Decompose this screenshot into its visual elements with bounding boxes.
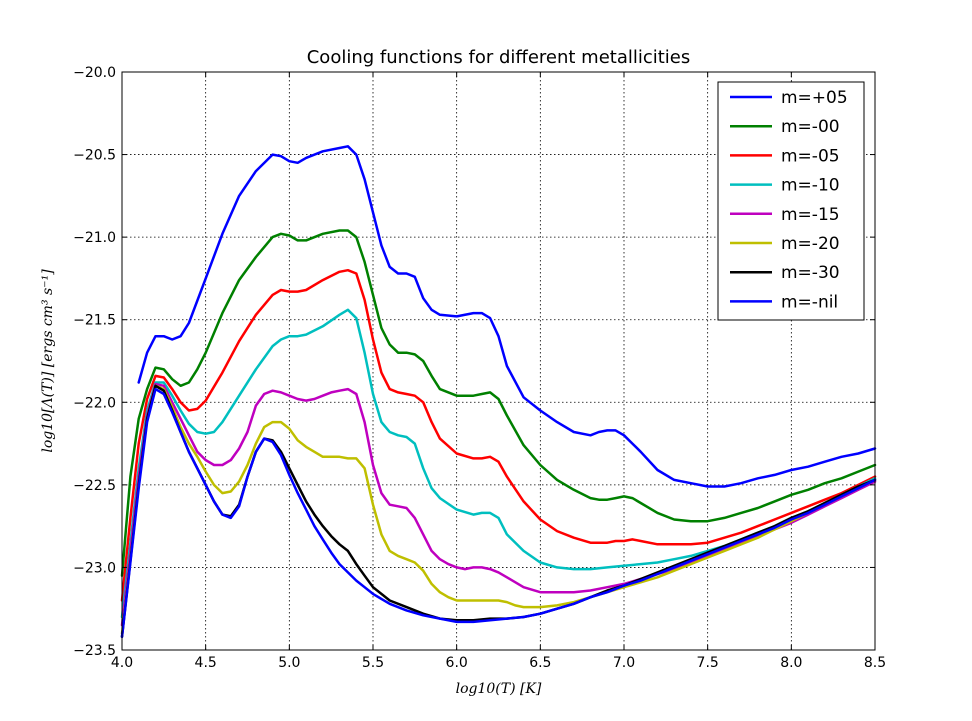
chart-title: Cooling functions for different metallic… <box>307 47 691 68</box>
grid <box>122 72 875 650</box>
series-line-m=+05 <box>137 145 877 488</box>
y-tick-label: −21.5 <box>73 313 116 329</box>
legend-label: m=-10 <box>781 176 840 196</box>
x-tick-label: 7.5 <box>697 655 719 671</box>
y-tick-label: −20.0 <box>73 65 116 81</box>
legend-label: m=-30 <box>781 263 840 283</box>
legend-box <box>717 81 865 321</box>
series-line-m=-20 <box>120 384 877 635</box>
plot-frame <box>121 71 876 651</box>
x-tick-label: 6.5 <box>529 655 551 671</box>
y-tick-label: −21.0 <box>73 230 116 246</box>
legend-label: m=-05 <box>781 146 840 166</box>
x-tick-label: 7.0 <box>613 655 635 671</box>
x-tick-label: 8.0 <box>780 655 802 671</box>
x-axis-label: log10(T) [K] <box>456 681 542 697</box>
y-tick-label: −22.0 <box>73 395 116 411</box>
series-line-m=-10 <box>120 308 877 619</box>
legend-label: m=-00 <box>781 117 840 137</box>
y-tick-label: −23.5 <box>73 643 116 659</box>
axis-ticks: 4.0 4.5 5.0 5.5 6.0 6.5 7.0 7.5 8.0 8.5 −20.0 −20.5… <box>73 65 886 671</box>
legend-label: m=-20 <box>781 234 840 254</box>
x-tick-label: 6.0 <box>446 655 468 671</box>
y-tick-label: −22.5 <box>73 478 116 494</box>
x-tick-label: 4.0 <box>111 655 133 671</box>
series-line-m=-15 <box>120 382 877 627</box>
legend-label: m=+05 <box>781 88 848 108</box>
series-lines <box>120 145 877 639</box>
series-line-m=-05 <box>120 268 877 602</box>
x-tick-label: 4.5 <box>195 655 217 671</box>
x-tick-label: 8.5 <box>864 655 886 671</box>
y-tick-label: −23.0 <box>73 560 116 576</box>
legend-label: m=-nil <box>781 292 838 312</box>
y-axis-label: log10[Λ(T)] [ergs cm³ s⁻¹] <box>40 269 56 453</box>
y-tick-label: −20.5 <box>73 148 116 164</box>
x-tick-label: 5.0 <box>278 655 300 671</box>
legend-label: m=-15 <box>781 205 840 225</box>
series-line-m=-nil <box>120 387 877 639</box>
legend: m=+05 m=-00 m=-05 m=-10 m=-15 m=-20 m=-30 m=-ni… <box>717 81 865 321</box>
series-line-m=-00 <box>120 229 877 577</box>
x-tick-label: 5.5 <box>362 655 384 671</box>
legend-entries: m=+05 m=-00 m=-05 m=-10 m=-15 m=-20 m=-30 m=-ni… <box>730 88 848 312</box>
